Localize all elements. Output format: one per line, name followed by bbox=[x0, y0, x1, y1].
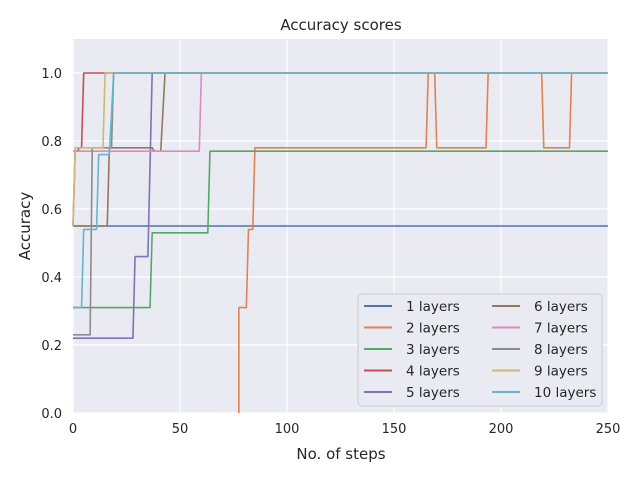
y-tick-label: 0.2 bbox=[41, 339, 62, 354]
y-tick-label: 0.0 bbox=[41, 407, 62, 422]
x-tick-label: 150 bbox=[382, 422, 407, 437]
legend-box bbox=[357, 293, 603, 407]
legend-label: 9 layers bbox=[534, 364, 588, 380]
series-lines bbox=[72, 72, 608, 413]
y-tick-label: 0.6 bbox=[41, 203, 62, 218]
x-axis-label: No. of steps bbox=[296, 445, 385, 463]
x-tick-label: 100 bbox=[275, 422, 300, 437]
y-tick-label: 1.0 bbox=[41, 67, 62, 82]
legend-label: 7 layers bbox=[534, 321, 588, 337]
y-tick-labels: 0.0 0.2 0.4 0.6 0.8 1.0 bbox=[41, 67, 62, 422]
legend-label: 1 layers bbox=[406, 299, 460, 315]
y-tick-label: 0.8 bbox=[41, 135, 62, 150]
legend: 1 layers 2 layers 3 layers 4 layers 5 layers… bbox=[357, 293, 603, 407]
y-tick-label: 0.4 bbox=[41, 271, 62, 286]
x-tick-label: 250 bbox=[596, 422, 621, 437]
legend-label: 3 layers bbox=[406, 342, 460, 358]
legend-label: 10 layers bbox=[534, 385, 596, 401]
y-axis-label: Accuracy bbox=[16, 192, 34, 261]
legend-label: 5 layers bbox=[406, 385, 460, 401]
x-tick-label: 0 bbox=[69, 422, 77, 437]
series-line-10-layers bbox=[73, 72, 608, 309]
legend-label: 6 layers bbox=[534, 299, 588, 315]
x-tick-label: 200 bbox=[489, 422, 514, 437]
legend-label: 2 layers bbox=[406, 321, 460, 337]
x-tick-labels: 0 50 100 150 200 250 bbox=[69, 422, 621, 437]
legend-label: 8 layers bbox=[534, 342, 588, 358]
x-tick-label: 50 bbox=[172, 422, 189, 437]
series-line-6-layers bbox=[73, 72, 608, 227]
series-line-3-layers bbox=[73, 150, 608, 309]
chart-title: Accuracy scores bbox=[280, 16, 402, 34]
legend-label: 4 layers bbox=[406, 364, 460, 380]
